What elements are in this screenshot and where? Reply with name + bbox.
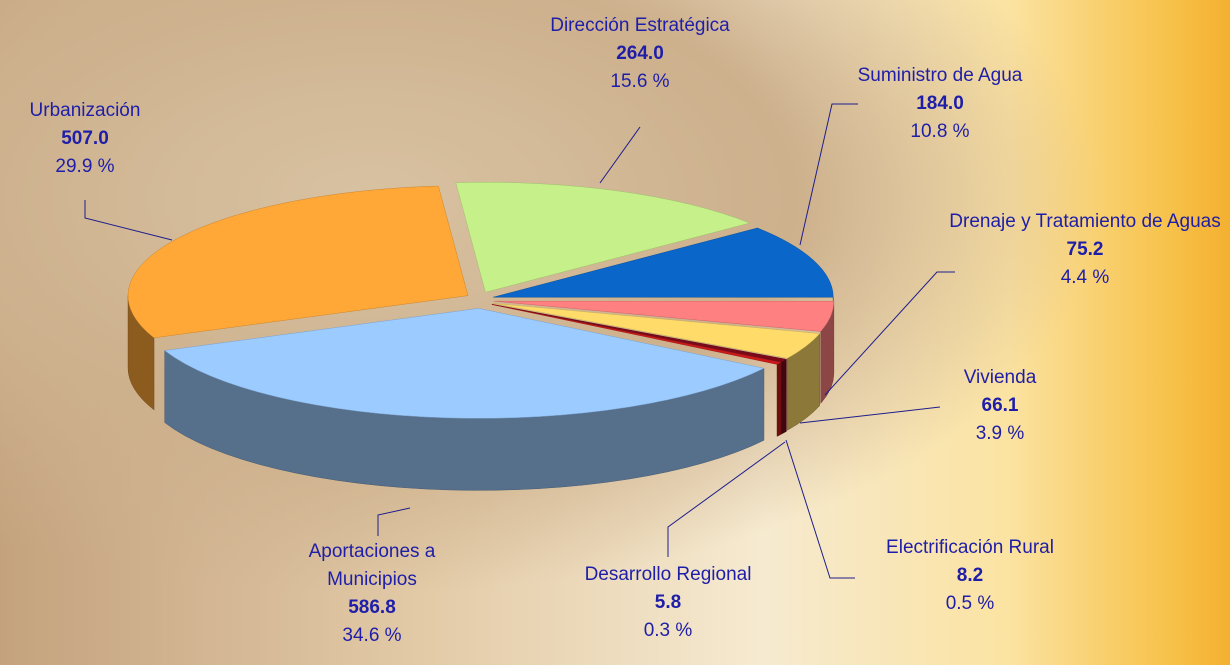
page: Dirección Estratégica264.015.6 % Suminist… <box>0 0 1230 665</box>
leader-line <box>378 508 410 536</box>
percent-label: 4.4 % <box>945 264 1225 292</box>
value-label: 66.1 <box>900 392 1100 420</box>
pie <box>128 182 834 490</box>
slice-side <box>777 362 781 436</box>
slice <box>128 186 468 338</box>
value-label: 264.0 <box>520 40 760 68</box>
category-label: Urbanización <box>0 97 175 125</box>
value-label: 507.0 <box>0 125 175 153</box>
value-label: 75.2 <box>945 236 1225 264</box>
leader-line <box>600 127 640 183</box>
value-label: 8.2 <box>840 562 1100 590</box>
category-label: Dirección Estratégica <box>520 12 760 40</box>
category-label: Vivienda <box>900 364 1100 392</box>
percent-label: 0.5 % <box>840 590 1100 618</box>
category-label: Aportaciones a Municipios <box>272 538 472 594</box>
percent-label: 34.6 % <box>272 622 472 650</box>
percent-label: 0.3 % <box>538 617 798 645</box>
category-label: Suministro de Agua <box>820 62 1060 90</box>
percent-label: 15.6 % <box>520 68 760 96</box>
percent-label: 3.9 % <box>900 420 1100 448</box>
category-label: Electrificación Rural <box>840 534 1100 562</box>
value-label: 586.8 <box>272 594 472 622</box>
percent-label: 10.8 % <box>820 118 1060 146</box>
percent-label: 29.9 % <box>0 153 175 181</box>
value-label: 5.8 <box>538 589 798 617</box>
slice-side <box>781 359 786 434</box>
value-label: 184.0 <box>820 90 1060 118</box>
category-label: Desarrollo Regional <box>538 561 798 589</box>
category-label: Drenaje y Tratamiento de Aguas <box>945 208 1225 236</box>
leader-line <box>85 200 172 240</box>
